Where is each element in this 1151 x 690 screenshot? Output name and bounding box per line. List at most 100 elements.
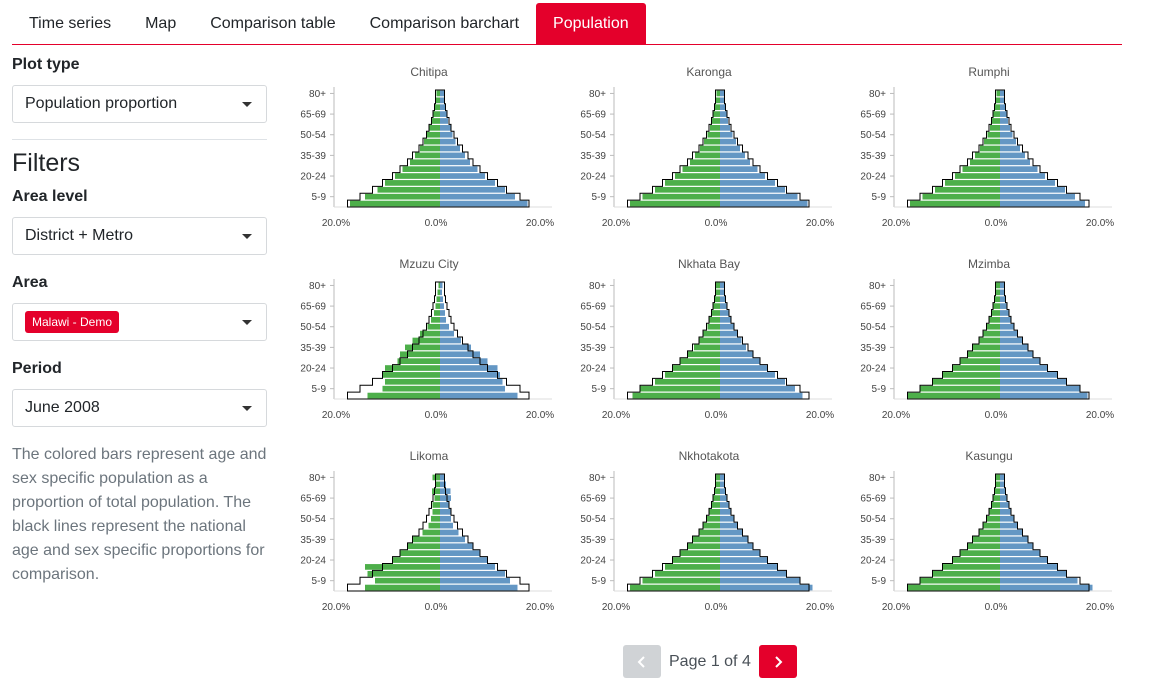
female-bar <box>440 193 515 200</box>
area-level-select[interactable]: District + Metro <box>12 217 267 255</box>
male-bar <box>415 152 440 159</box>
male-bar <box>707 131 720 138</box>
male-bar <box>642 577 720 584</box>
male-bar <box>716 97 720 104</box>
female-bar <box>1000 481 1005 488</box>
pagination: Page 1 of 4 <box>623 645 797 678</box>
female-bar <box>720 180 775 186</box>
female-bar <box>1000 529 1023 536</box>
y-tick-label: 5-9 <box>312 384 327 395</box>
male-bar <box>993 111 1000 117</box>
area-level-label: Area level <box>12 188 88 205</box>
female-bar <box>440 145 460 152</box>
female-bar <box>720 173 765 179</box>
male-bar <box>655 186 720 193</box>
female-bar <box>440 495 451 501</box>
plot-type-select[interactable]: Population proportion <box>12 85 267 123</box>
caret-down-icon <box>242 406 252 411</box>
male-bar <box>382 385 440 392</box>
female-bar <box>440 344 471 351</box>
female-bar <box>440 474 444 481</box>
male-bar <box>955 173 1000 179</box>
male-bar <box>715 104 720 111</box>
period-value: June 2008 <box>25 399 100 416</box>
reference-line-female <box>1000 281 1090 400</box>
female-bar <box>720 378 785 385</box>
male-bar <box>991 310 1000 316</box>
pyramid-chart: Karonga 80+ 65-69 50-54 35-39 20-24 5-9 20.0% 0.… <box>580 65 834 229</box>
y-tick-label: 5-9 <box>592 576 607 587</box>
male-bar <box>960 358 1000 364</box>
male-bar <box>713 495 720 501</box>
male-bar <box>991 502 1000 508</box>
y-tick-label: 35-39 <box>580 535 606 546</box>
male-bar <box>910 200 1000 207</box>
female-bar <box>1000 564 1058 570</box>
male-bar <box>397 358 440 364</box>
y-tick-label: 65-69 <box>580 302 606 313</box>
x-tick-label: 20.0% <box>322 410 350 421</box>
male-bar <box>922 193 1000 200</box>
female-bar <box>720 97 724 104</box>
reference-line-female <box>440 281 530 400</box>
period-select[interactable]: June 2008 <box>12 389 267 427</box>
female-bar <box>440 131 453 138</box>
y-tick-label: 20-24 <box>860 172 886 183</box>
female-bar <box>720 344 746 351</box>
male-bar <box>428 522 440 529</box>
y-tick-label: 20-24 <box>580 364 606 375</box>
area-select[interactable]: Malawi - Demo <box>12 303 267 341</box>
chart-title: Rumphi <box>968 65 1009 79</box>
female-bar <box>720 330 737 337</box>
male-bar <box>987 323 1000 330</box>
reference-line-male <box>907 281 1000 400</box>
female-bar <box>1000 495 1007 501</box>
male-bar <box>672 365 720 371</box>
male-bar <box>995 481 1000 488</box>
y-tick-label: 35-39 <box>580 343 606 354</box>
male-bar <box>707 323 720 330</box>
tab-comparison-barchart[interactable]: Comparison barchart <box>369 14 520 32</box>
female-bar <box>440 173 485 179</box>
tab-map[interactable]: Map <box>145 14 177 32</box>
male-bar <box>367 570 440 577</box>
male-bar <box>385 365 440 371</box>
x-tick-label: 20.0% <box>806 602 834 613</box>
x-tick-label: 20.0% <box>882 218 910 229</box>
female-bar <box>440 358 488 364</box>
y-tick-label: 65-69 <box>580 494 606 505</box>
male-bar <box>932 378 1000 385</box>
male-bar <box>665 372 720 378</box>
prev-page-button[interactable] <box>623 645 661 678</box>
female-bar <box>720 543 753 550</box>
female-bar <box>1000 509 1011 515</box>
male-bar <box>700 145 720 152</box>
male-bar <box>365 564 440 570</box>
chart-title: Nkhata Bay <box>678 257 740 271</box>
y-tick-label: 35-39 <box>300 343 326 354</box>
female-bar <box>720 515 734 522</box>
male-bar <box>714 488 720 495</box>
male-bar <box>716 90 720 97</box>
y-tick-label: 65-69 <box>860 110 886 121</box>
female-bar <box>1000 385 1080 392</box>
next-page-button[interactable] <box>758 645 797 678</box>
female-bar <box>440 296 443 303</box>
y-tick-label: 80+ <box>309 281 326 292</box>
y-tick-label: 20-24 <box>580 172 606 183</box>
male-bar <box>952 365 1000 371</box>
female-bar <box>440 570 505 577</box>
area-chip[interactable]: Malawi - Demo <box>25 311 120 333</box>
male-bar <box>993 303 1000 309</box>
female-bar <box>1000 90 1004 97</box>
male-bar <box>989 317 1000 323</box>
tab-population[interactable]: Population <box>536 3 646 44</box>
tab-time-series[interactable]: Time series <box>29 14 112 32</box>
tab-comparison-table[interactable]: Comparison table <box>210 14 336 32</box>
x-tick-label: 0.0% <box>985 218 1008 229</box>
y-tick-label: 65-69 <box>300 110 326 121</box>
reference-line-male <box>347 89 440 208</box>
female-bar <box>1000 502 1009 508</box>
y-tick-label: 5-9 <box>872 192 887 203</box>
female-bar <box>440 392 518 399</box>
